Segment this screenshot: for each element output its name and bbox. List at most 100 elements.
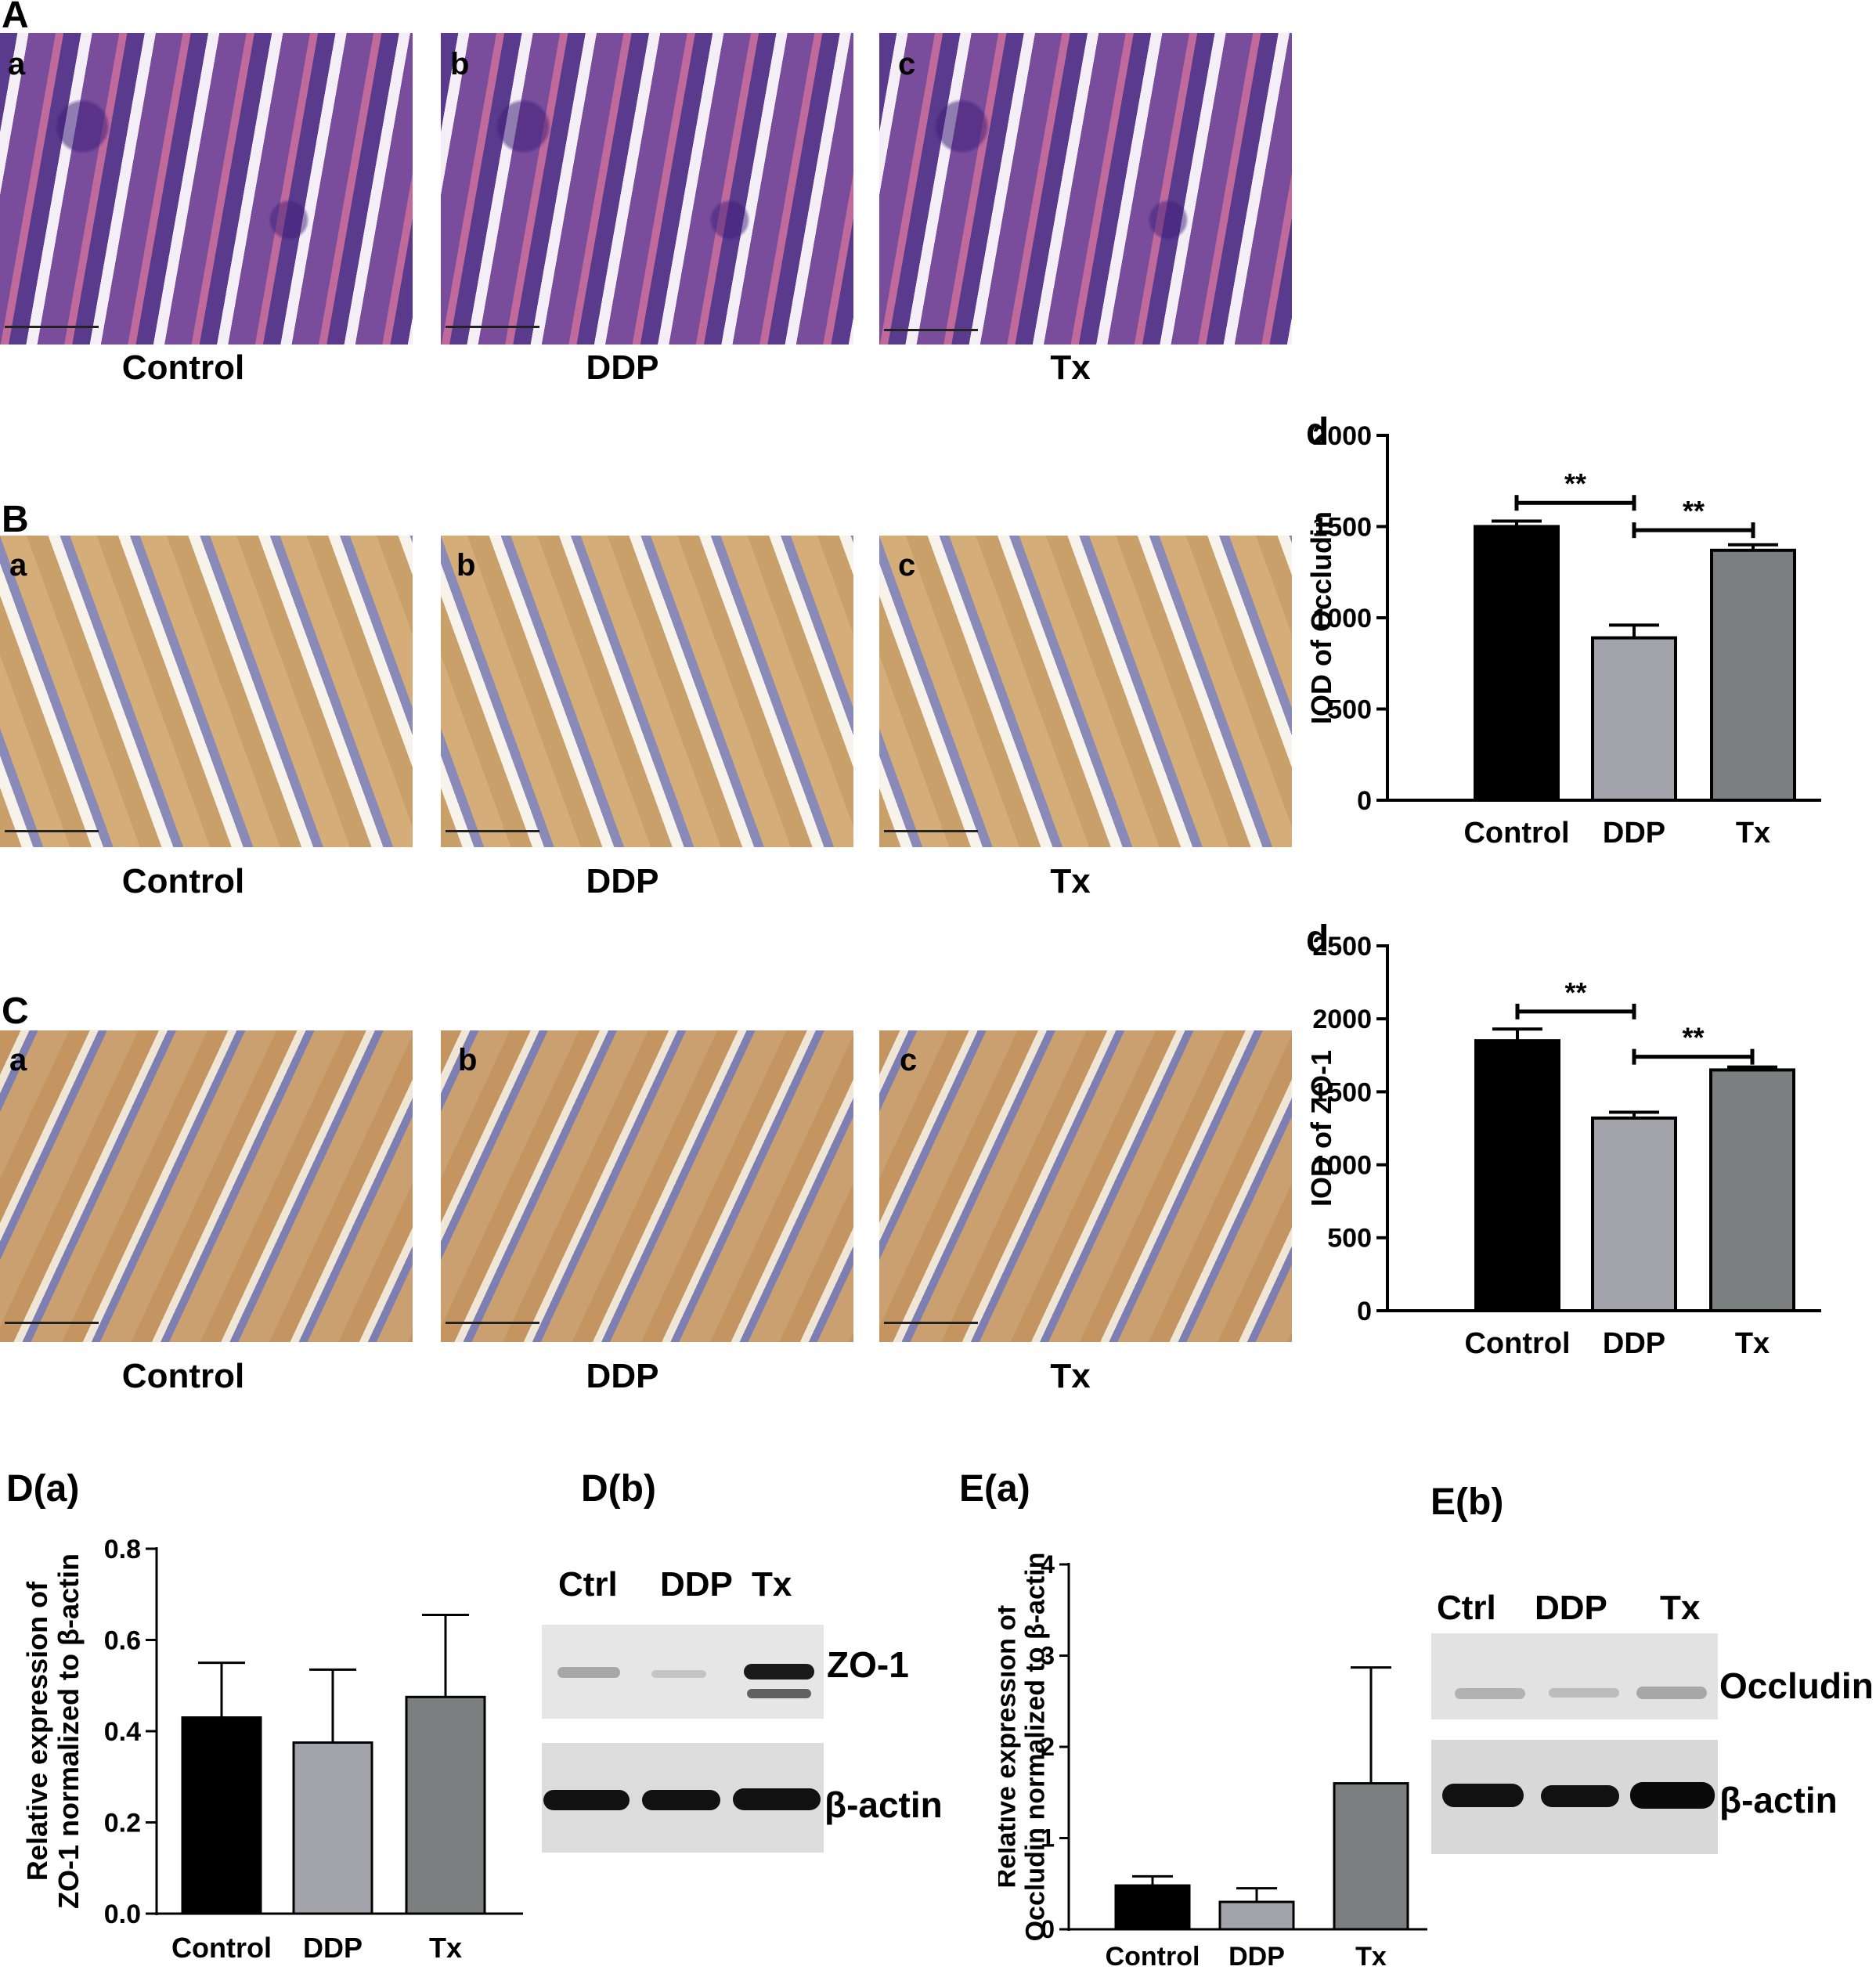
sub-label: b	[458, 1043, 478, 1077]
micrograph-b-ddp: b	[441, 536, 853, 847]
y-tick-label: 0.4	[104, 1717, 141, 1747]
band	[744, 1664, 814, 1680]
blot-eb-occludin	[1431, 1633, 1718, 1719]
blot-eb-lane-ctrl: Ctrl	[1437, 1589, 1496, 1627]
y-axis-label: IOD of ZO-1	[1305, 1050, 1337, 1207]
band	[1549, 1688, 1619, 1698]
x-tick-label: Tx	[1355, 1942, 1387, 1970]
chart-panel-letter-zo1: d	[1306, 918, 1329, 960]
x-tick-label: DDP	[1603, 1327, 1665, 1360]
y-tick-label: 2500	[1312, 932, 1372, 962]
panel-label-c: C	[2, 990, 29, 1032]
scale-bar	[446, 830, 539, 832]
chart-occludin-iod: 0 500 1000 1500 2000 IOD of Occludin Control DD…	[1305, 421, 1821, 850]
band	[543, 1790, 630, 1810]
sub-label: b	[450, 47, 470, 81]
x-tick-label: DDP	[303, 1932, 363, 1964]
panel-label-b: B	[2, 499, 29, 540]
sub-label: b	[456, 548, 476, 583]
micrograph-c-control: a	[0, 1030, 413, 1342]
y-tick-label: 0	[1041, 1915, 1055, 1943]
y-axis-label: IOD of Occludin	[1305, 511, 1337, 724]
micrograph-a-tx: c	[879, 33, 1292, 345]
bar	[1591, 636, 1677, 802]
scale-bar	[5, 830, 99, 832]
chart-zo1-iod: 0 500 1000 1500 2000 2500 IOD of ZO-1 Control DD…	[1305, 932, 1821, 1360]
y-tick-label: 1000	[1312, 604, 1372, 633]
band	[1442, 1784, 1524, 1807]
blot-eb-actin	[1431, 1740, 1718, 1854]
sub-label: a	[8, 47, 26, 81]
x-tick-label: Control	[1106, 1942, 1200, 1970]
blot-db-actin	[542, 1743, 824, 1853]
blot-db-lane-ctrl: Ctrl	[558, 1565, 618, 1604]
y-tick-label: 0	[1357, 1297, 1372, 1326]
x-tick-label: DDP	[1228, 1942, 1285, 1970]
blot-eb-actin-label: β-actin	[1719, 1780, 1838, 1820]
y-tick-label: 0.2	[104, 1808, 141, 1838]
y-tick-label: 0.8	[104, 1535, 141, 1564]
x-tick-label: Control	[1464, 1327, 1570, 1360]
y-tick-label: 1	[1041, 1824, 1055, 1853]
caption-control: Control	[121, 862, 245, 900]
y-tick-label: 2000	[1312, 1005, 1372, 1034]
scale-bar	[5, 326, 99, 328]
panel-label-da: D(a)	[6, 1468, 80, 1510]
scale-bar	[884, 329, 978, 331]
y-tick-label: 500	[1327, 1224, 1372, 1254]
sub-label: c	[898, 548, 916, 583]
bar	[181, 1716, 262, 1915]
scale-bar	[884, 1322, 978, 1324]
caption-ddp: DDP	[586, 862, 659, 900]
caption-ddp: DDP	[586, 1357, 659, 1395]
y-tick-label: 3	[1041, 1642, 1055, 1670]
y-axis-label-line: ZO-1 normalized to β-actin	[52, 1553, 85, 1909]
micrograph-c-ddp: b	[441, 1030, 853, 1342]
scale-bar	[5, 1322, 99, 1324]
panel-label-db: D(b)	[581, 1468, 656, 1510]
blot-db-zo1-label: ZO-1	[827, 1644, 909, 1685]
blot-eb-lane-tx: Tx	[1660, 1589, 1701, 1627]
micrograph-a-ddp: b	[441, 33, 853, 345]
x-tick-label: Control	[1463, 817, 1569, 850]
bar	[1218, 1900, 1295, 1931]
y-tick-label: 0.0	[104, 1900, 141, 1929]
caption-control: Control	[121, 1357, 245, 1395]
y-axis-label: Relative expression ofZO-1 normalized to…	[21, 1553, 85, 1909]
micrograph-b-control: a	[0, 536, 413, 847]
micrograph-c-tx: c	[879, 1030, 1292, 1342]
caption-tx: Tx	[1050, 1357, 1091, 1395]
bar	[1591, 1116, 1677, 1312]
significance-label: **	[1564, 976, 1586, 1008]
y-tick-label: 0	[1357, 786, 1372, 816]
blot-db-actin-label: β-actin	[824, 1784, 943, 1825]
x-tick-label: DDP	[1603, 817, 1665, 850]
bar	[1114, 1884, 1191, 1931]
scale-bar	[884, 830, 978, 832]
significance-label: **	[1564, 467, 1586, 500]
bar	[1474, 1039, 1560, 1312]
scale-bar	[446, 1322, 539, 1324]
blot-db-lane-ddp: DDP	[660, 1565, 733, 1604]
significance-label: **	[1683, 495, 1705, 527]
y-axis-label-line: Relative expression of	[21, 1581, 53, 1881]
chart-panel-letter-occludin: d	[1306, 411, 1329, 453]
band	[1630, 1782, 1715, 1809]
y-axis-label-line: Relative expression of	[998, 1605, 1021, 1889]
y-tick-label: 2	[1041, 1733, 1055, 1761]
caption-control: Control	[121, 348, 245, 387]
y-tick-label: 0.6	[104, 1625, 141, 1655]
x-tick-label: Control	[171, 1932, 272, 1964]
band	[642, 1790, 720, 1810]
micrograph-a-control: a	[0, 33, 413, 345]
band	[651, 1670, 706, 1678]
sub-label: c	[900, 1043, 918, 1077]
bar	[292, 1741, 373, 1915]
caption-ddp: DDP	[586, 348, 659, 387]
band	[557, 1667, 620, 1678]
caption-tx: Tx	[1050, 348, 1091, 387]
chart-zo1-relative: 0.0 0.2 0.4 0.6 0.8 Relative expression ofZO-…	[21, 1535, 523, 1964]
blot-eb-lane-ddp: DDP	[1535, 1589, 1607, 1627]
blot-db-zo1	[542, 1625, 824, 1719]
